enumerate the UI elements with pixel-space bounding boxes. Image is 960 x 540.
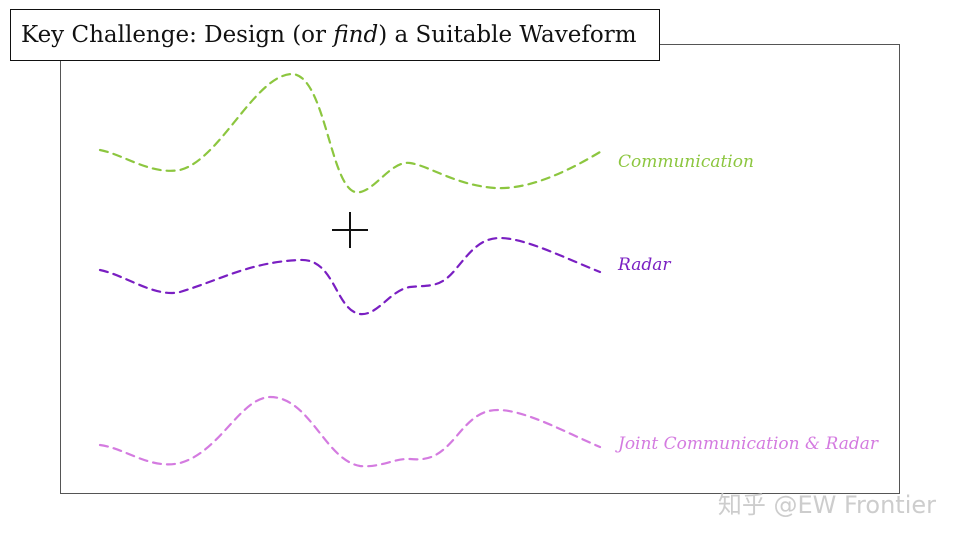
watermark: 知乎 @EW Frontier	[717, 491, 936, 519]
joint-label: Joint Communication & Radar	[618, 434, 879, 454]
radar-label: Radar	[618, 255, 671, 275]
radar-waveform	[98, 236, 602, 316]
title-text: Key Challenge: Design (or find) a Suitab…	[21, 22, 637, 48]
communication-label: Communication	[618, 152, 754, 172]
plus-icon	[332, 212, 368, 248]
communication-waveform	[98, 72, 602, 194]
title-box: Key Challenge: Design (or find) a Suitab…	[10, 9, 660, 61]
joint-waveform	[98, 395, 602, 468]
